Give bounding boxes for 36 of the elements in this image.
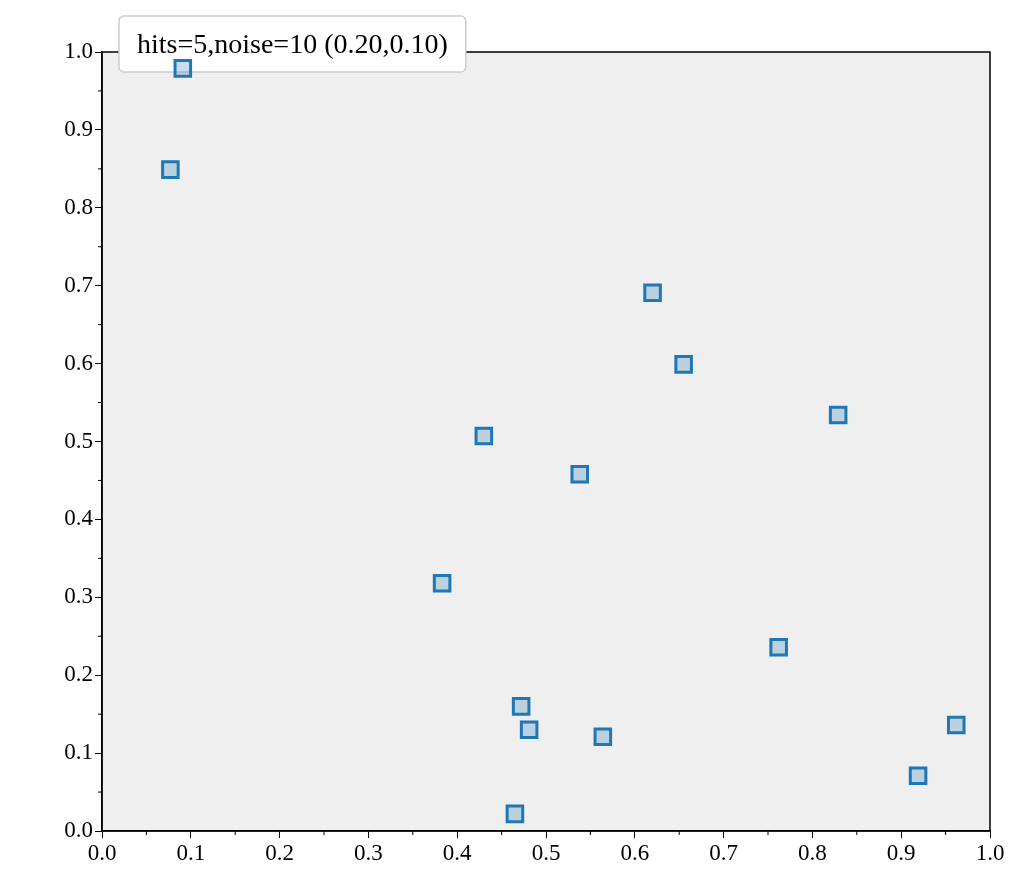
point — [505, 804, 525, 824]
y-tick-label: 0.6 — [64, 349, 93, 375]
x-tick-label: 0.4 — [442, 839, 473, 865]
x-tick-label: 0.9 — [886, 839, 916, 865]
x-tick-label: 0.6 — [620, 839, 650, 865]
x-tick-label: 0.3 — [354, 839, 383, 865]
x-tick-label: 0.2 — [265, 839, 294, 865]
y-tick-label: 0.7 — [64, 271, 93, 297]
annotation: hits=5,noise=10 (0.20,0.10) — [137, 28, 448, 60]
point — [173, 59, 193, 78]
x-tick-label: 0.8 — [798, 839, 827, 865]
point — [828, 405, 848, 425]
y-tick-label: 0.4 — [64, 505, 94, 531]
x-tick-label: 0.5 — [531, 839, 561, 865]
point — [908, 766, 928, 785]
y-tick-label: 0.2 — [64, 661, 93, 687]
y-tick-label: 0.1 — [64, 739, 93, 765]
point — [161, 160, 180, 179]
point — [946, 715, 966, 735]
y-tick-label: 1.0 — [64, 38, 93, 64]
x-tick-label: 0.7 — [709, 839, 738, 865]
point — [519, 720, 539, 740]
point — [432, 574, 452, 593]
x-tick-label: 0.1 — [176, 839, 206, 865]
point — [643, 283, 662, 302]
y-tick-label: 0.3 — [64, 583, 93, 609]
point — [570, 464, 590, 484]
point — [511, 697, 531, 716]
point — [674, 355, 693, 374]
x-tick-label: 1.0 — [975, 839, 1005, 865]
y-tick-label: 0.5 — [64, 427, 93, 453]
y-tick-label: 0.8 — [64, 193, 93, 219]
point — [593, 727, 613, 747]
point — [474, 426, 494, 446]
y-tick-label: 0.9 — [64, 115, 93, 141]
point — [769, 637, 788, 657]
